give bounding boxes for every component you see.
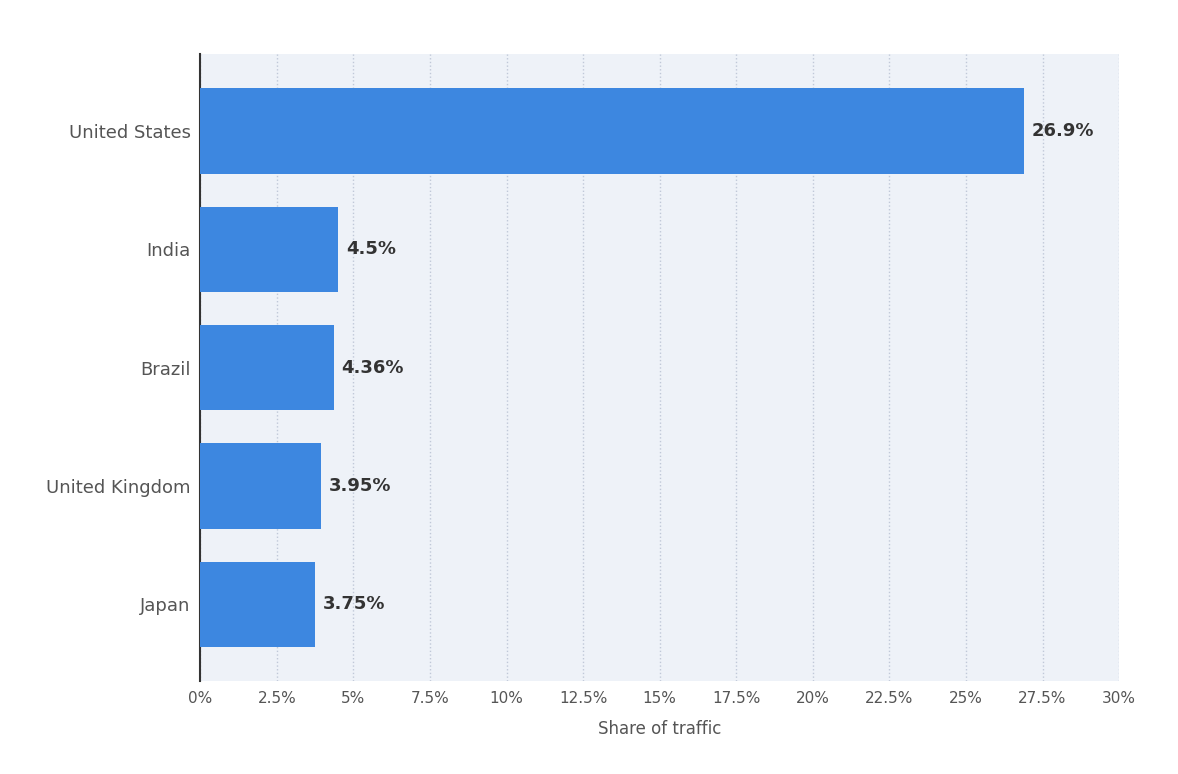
Bar	[200, 207, 338, 292]
Bar	[200, 325, 333, 410]
Text: 4.36%: 4.36%	[342, 358, 404, 377]
Bar	[200, 562, 316, 647]
Text: 26.9%: 26.9%	[1032, 122, 1094, 140]
Text: 3.75%: 3.75%	[323, 595, 385, 613]
X-axis label: Share of traffic: Share of traffic	[598, 720, 721, 738]
Text: 4.5%: 4.5%	[346, 241, 396, 259]
Bar	[200, 444, 322, 529]
Bar	[200, 88, 1024, 173]
Text: 3.95%: 3.95%	[329, 477, 391, 495]
